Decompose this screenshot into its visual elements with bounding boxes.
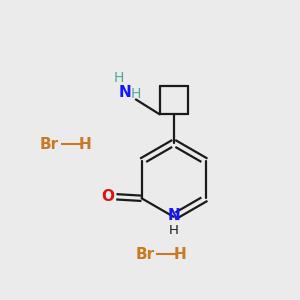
Text: Br: Br: [135, 247, 154, 262]
Text: Br: Br: [40, 136, 59, 152]
Text: H: H: [173, 247, 186, 262]
Text: O: O: [101, 189, 115, 204]
Text: H: H: [131, 86, 141, 100]
Text: H: H: [78, 136, 91, 152]
Text: H: H: [113, 71, 124, 85]
Text: H: H: [169, 224, 179, 237]
Text: N: N: [118, 85, 131, 100]
Text: N: N: [167, 208, 180, 223]
